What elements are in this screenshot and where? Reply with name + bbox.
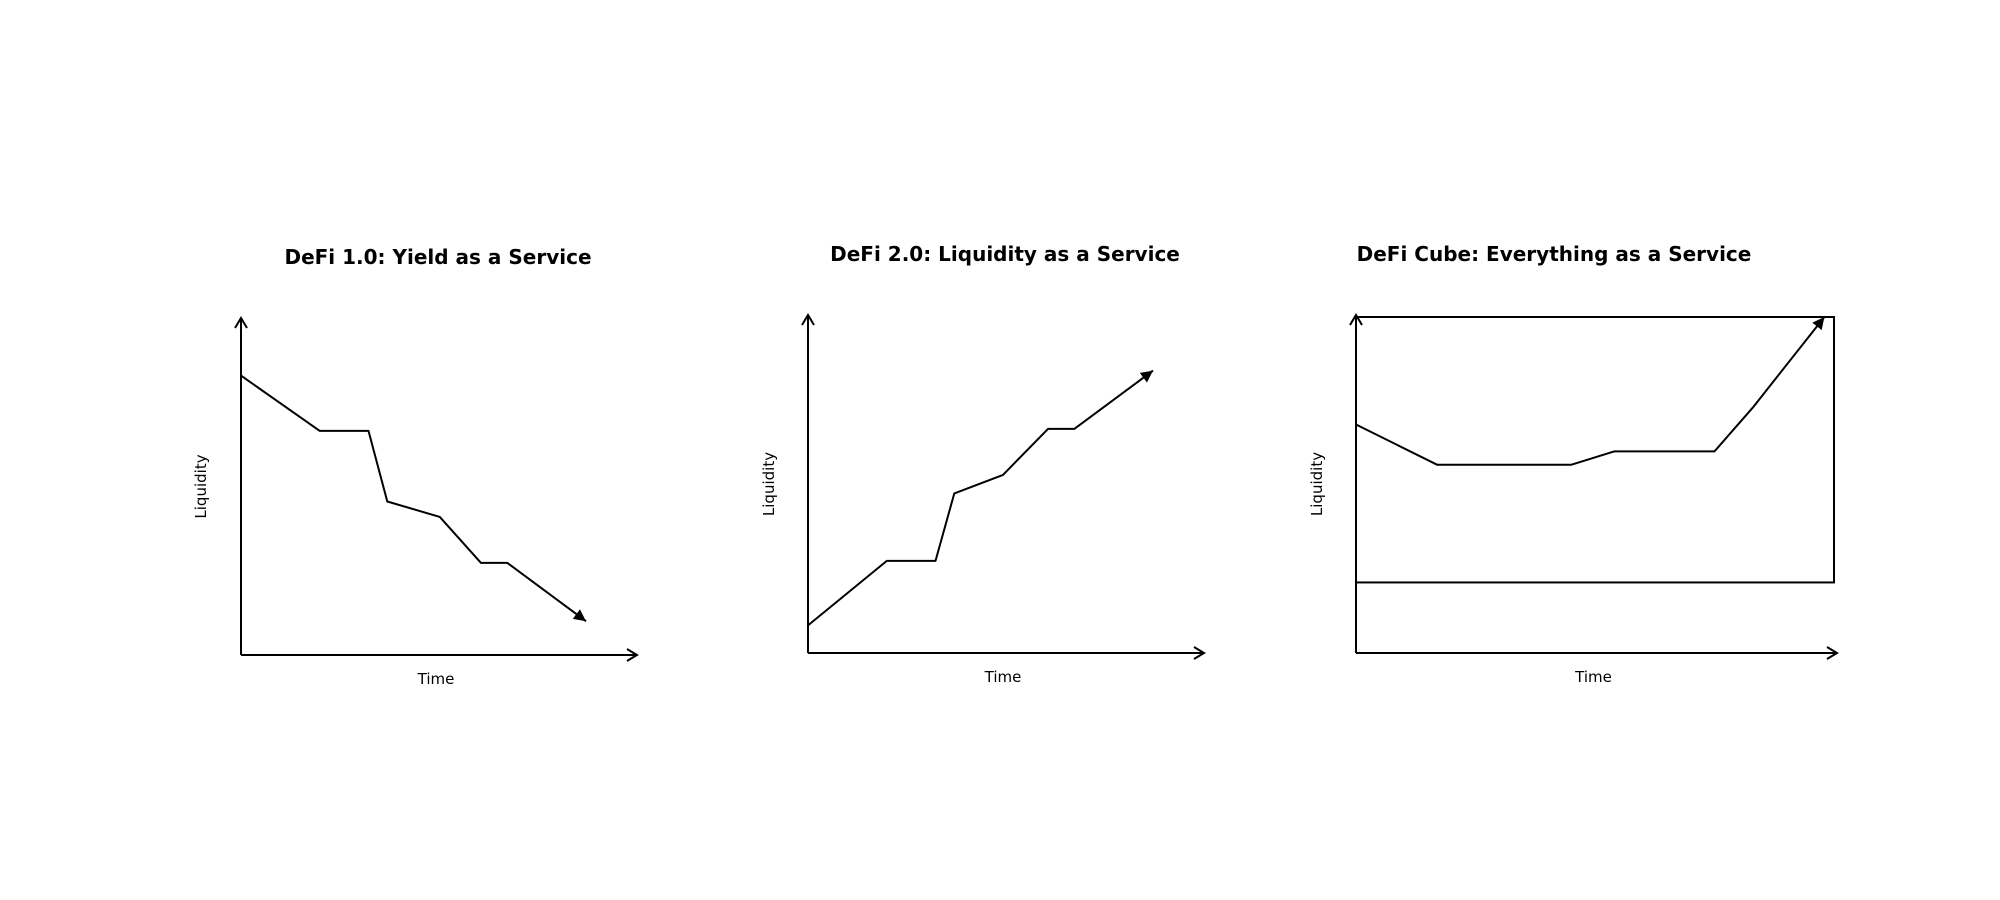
chart-2-series-1-line xyxy=(807,369,1154,627)
chart-3-series-1-line xyxy=(1355,316,1826,466)
chart-1-y-label: Liquidity xyxy=(192,454,210,518)
chart-2-y-label: Liquidity xyxy=(760,452,778,516)
chart-1-series-1-line xyxy=(240,374,587,623)
chart-3-frame xyxy=(1355,316,1835,584)
chart-1-x-label: Time xyxy=(417,670,455,688)
chart-2-title: DeFi 2.0: Liquidity as a Service xyxy=(830,242,1180,266)
chart-3-y-label: Liquidity xyxy=(1308,452,1326,516)
chart-3-x-label: Time xyxy=(1574,668,1612,686)
chart-3-title: DeFi Cube: Everything as a Service xyxy=(1357,242,1752,266)
chart-1-title: DeFi 1.0: Yield as a Service xyxy=(284,245,591,269)
chart-2-x-label: Time xyxy=(984,668,1022,686)
